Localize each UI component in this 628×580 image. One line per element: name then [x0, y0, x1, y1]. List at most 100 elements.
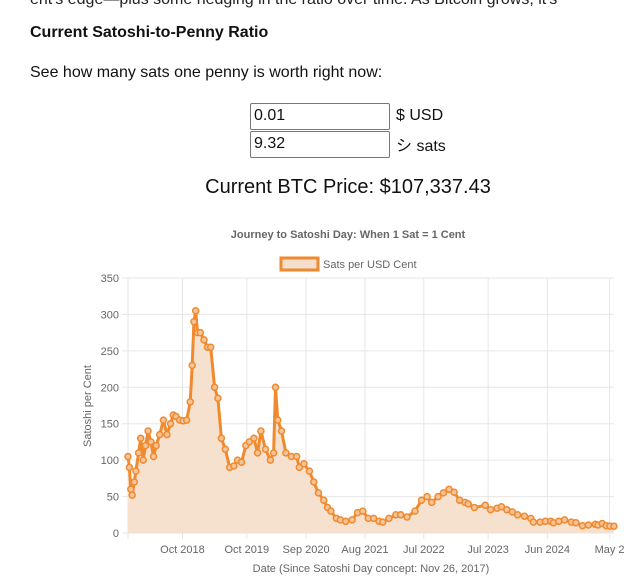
data-point — [327, 507, 335, 515]
data-point — [572, 519, 580, 527]
data-point — [221, 445, 230, 453]
data-point — [271, 383, 280, 392]
data-point — [217, 434, 226, 443]
data-point — [464, 500, 472, 508]
data-point — [520, 512, 529, 520]
data-point — [481, 501, 490, 510]
data-point — [427, 498, 436, 507]
btc-price: Current BTC Price: $107,337.43 — [0, 176, 628, 199]
x-tick-label: Sep 2020 — [282, 544, 329, 556]
data-point — [434, 492, 442, 501]
data-point — [319, 496, 328, 504]
data-point — [282, 449, 290, 457]
y-tick-label: 250 — [101, 346, 119, 358]
data-point — [128, 491, 136, 499]
data-point — [378, 518, 387, 526]
data-point — [314, 489, 323, 497]
data-point — [269, 449, 278, 457]
data-point — [190, 317, 198, 326]
data-point — [396, 511, 405, 519]
data-point — [163, 430, 171, 439]
data-point — [403, 513, 411, 521]
data-point — [125, 463, 134, 472]
data-point — [144, 427, 152, 435]
data-point — [155, 430, 164, 439]
data-point — [237, 458, 246, 467]
data-point — [210, 383, 219, 392]
x-tick-label: Jul 2023 — [467, 544, 509, 556]
data-point — [486, 505, 495, 514]
x-tick-label: Oct 2018 — [160, 544, 205, 556]
data-point — [147, 438, 155, 446]
data-point — [292, 452, 301, 461]
data-point — [132, 467, 140, 475]
data-point — [130, 478, 139, 486]
data-point — [300, 460, 308, 468]
data-point — [250, 434, 258, 443]
sats-per-cent-chart: Journey to Satoshi Day: When 1 Sat = 1 C… — [82, 229, 625, 575]
data-point — [439, 489, 448, 497]
legend-label: Sats per USD Cent — [323, 259, 417, 271]
data-point — [274, 416, 282, 424]
usd-input[interactable] — [250, 102, 390, 130]
data-point — [470, 503, 479, 512]
sats-input[interactable] — [250, 130, 390, 158]
data-point — [266, 456, 275, 464]
data-point — [230, 462, 238, 470]
data-point — [341, 517, 350, 526]
x-axis-ticks: Oct 2018 Oct 2019 Sep 2020 Aug 2021 Jul 2022… — [160, 544, 624, 556]
data-point — [348, 516, 356, 524]
btc-price-label: Current BTC Price: $107,337.43 — [205, 176, 491, 198]
x-tick-label: Oct 2019 — [224, 544, 269, 556]
x-tick-label: May 2 — [595, 544, 625, 556]
x-tick-label: Jun 2024 — [525, 544, 570, 556]
usd-unit-label: $ USD — [396, 107, 444, 124]
data-point — [191, 307, 200, 315]
data-point — [261, 445, 270, 453]
data-point — [149, 452, 158, 461]
data-point — [159, 416, 168, 424]
data-point — [182, 416, 191, 424]
chart-title: Journey to Satoshi Day: When 1 Sat = 1 C… — [231, 229, 466, 241]
y-axis-ticks: 0 50 100 150 200 250 300 350 — [101, 273, 119, 540]
data-point — [127, 485, 135, 494]
x-tick-label: Jul 2022 — [403, 544, 445, 556]
data-point — [305, 467, 314, 475]
series-area — [128, 310, 614, 533]
data-point — [450, 488, 458, 496]
data-point — [584, 521, 593, 529]
y-tick-label: 350 — [101, 273, 119, 285]
data-point — [134, 449, 143, 457]
legend-swatch — [279, 256, 320, 272]
y-tick-label: 300 — [101, 309, 119, 321]
y-axis-label: Satoshi per Cent — [82, 365, 94, 447]
sats-unit-label: シ sats — [396, 138, 446, 155]
data-point — [136, 434, 145, 443]
data-point — [411, 507, 419, 515]
data-point — [385, 514, 393, 523]
data-point — [610, 522, 618, 530]
data-point — [529, 518, 538, 526]
data-point — [560, 516, 569, 524]
series-points — [124, 307, 618, 530]
data-point — [186, 398, 194, 406]
sats-row: シ sats — [250, 130, 510, 158]
data-point — [141, 441, 150, 450]
data-point — [200, 336, 208, 344]
cutoff-paragraph-text: ent's edge—plus some hedging in the rati… — [30, 0, 557, 9]
y-tick-label: 200 — [101, 382, 119, 394]
currency-converter: $ USD シ sats — [250, 102, 510, 158]
data-point — [214, 394, 222, 402]
data-point — [139, 456, 147, 464]
data-point — [124, 452, 132, 461]
data-point — [257, 427, 265, 435]
y-tick-label: 150 — [101, 419, 119, 431]
x-tick-label: Aug 2021 — [341, 544, 388, 556]
x-axis-label: Date (Since Satoshi Day concept: Nov 26,… — [253, 563, 490, 575]
data-point — [359, 507, 367, 515]
data-point — [310, 478, 318, 486]
data-point — [152, 441, 160, 450]
data-point — [513, 511, 522, 519]
data-point — [417, 496, 426, 504]
data-point — [166, 419, 175, 428]
